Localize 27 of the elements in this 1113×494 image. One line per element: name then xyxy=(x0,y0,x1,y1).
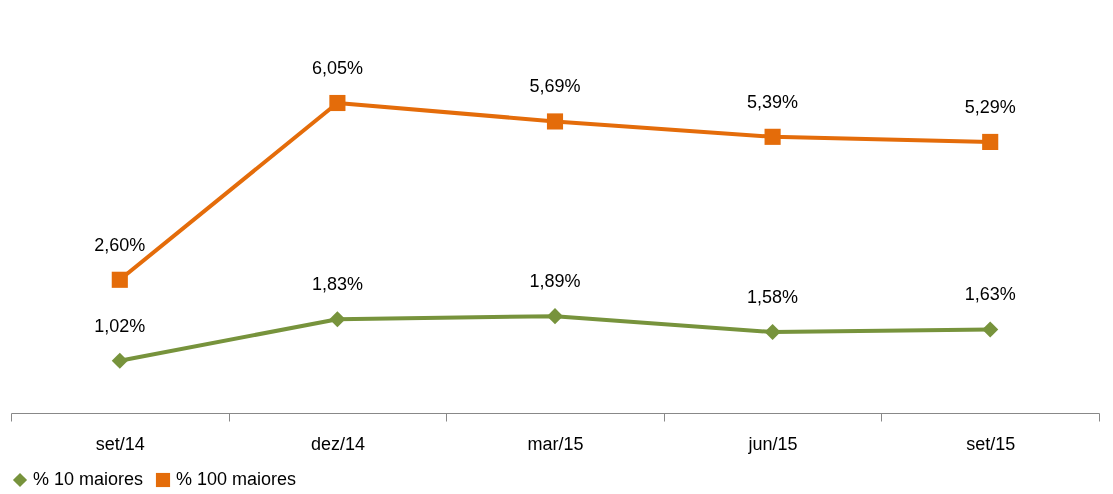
point xyxy=(764,323,781,341)
data-label: 1,83% xyxy=(311,274,363,295)
data-label: 5,29% xyxy=(964,96,1016,117)
point xyxy=(764,128,781,145)
data-label: 1,63% xyxy=(964,284,1016,305)
x-tick-label: jun/15 xyxy=(747,433,798,454)
data-label: 1,58% xyxy=(747,287,799,308)
data-label: 5,69% xyxy=(529,76,581,97)
point xyxy=(546,113,564,130)
x-tick-label: set/15 xyxy=(966,433,1016,454)
data-label: 2,60% xyxy=(94,234,146,255)
data-label: 6,05% xyxy=(311,58,363,78)
point xyxy=(982,321,999,338)
point xyxy=(111,352,128,369)
x-tick-label: dez/14 xyxy=(310,433,365,454)
point xyxy=(982,133,999,151)
data-label: 5,39% xyxy=(747,91,799,112)
x-tick-label: mar/15 xyxy=(527,433,584,454)
legend-label: % 10 maiores xyxy=(33,469,144,489)
point xyxy=(546,308,564,325)
point xyxy=(329,311,346,328)
x-tick-label: set/14 xyxy=(95,433,145,454)
data-label: 1,02% xyxy=(94,315,146,336)
point xyxy=(111,271,128,288)
data-label: 1,89% xyxy=(529,271,581,292)
point xyxy=(329,94,346,112)
legend-label: % 100 maiores xyxy=(176,469,297,489)
